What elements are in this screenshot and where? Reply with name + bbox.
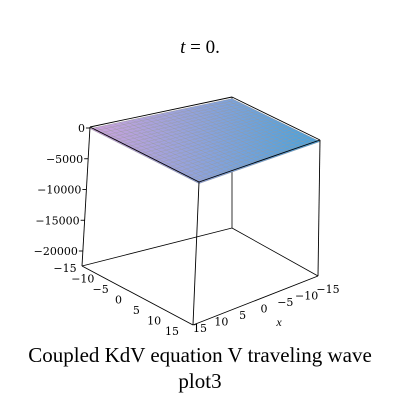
- z-tick-label: −5000: [46, 153, 83, 166]
- chart-title: t = 0.: [180, 37, 220, 58]
- y-tick-label: 0: [115, 294, 122, 307]
- x-tick-label: 5: [239, 309, 246, 322]
- surface-mesh: [89, 98, 321, 184]
- x-axis-label: x: [275, 315, 282, 329]
- y-tick-label: −15: [53, 262, 76, 275]
- x-tick-label: −10: [295, 290, 318, 303]
- caption-line-1: Coupled KdV equation V traveling wave: [28, 343, 372, 367]
- x-tick-label: −5: [277, 296, 293, 309]
- z-tick-label: −10000: [37, 184, 81, 197]
- x-tick-label: 0: [261, 303, 268, 316]
- title-equation: = 0.: [185, 37, 219, 58]
- x-tick-label: 15: [193, 322, 207, 335]
- z-tick-label: −20000: [34, 245, 78, 258]
- x-axis: 15 10 5 0 −5 −10−15 x: [193, 283, 340, 335]
- y-axis: −15−10−5 05 10 15: [53, 262, 179, 338]
- y-tick-label: 15: [165, 325, 179, 338]
- y-tick-label: 10: [147, 315, 161, 328]
- title-variable: t: [180, 37, 186, 58]
- bounding-box-front: [81, 96, 321, 326]
- z-axis: 0 −5000 −10000 −15000 −20000: [34, 122, 90, 258]
- z-tick-label: −15000: [35, 214, 79, 227]
- x-tick-label: −15: [316, 283, 339, 296]
- x-tick-label: 10: [214, 316, 228, 329]
- caption-line-2: plot3: [178, 369, 222, 393]
- y-tick-label: −5: [93, 283, 109, 296]
- y-tick-label: 5: [133, 304, 140, 317]
- z-tick-label: 0: [78, 122, 85, 135]
- y-tick-label: −10: [71, 273, 94, 286]
